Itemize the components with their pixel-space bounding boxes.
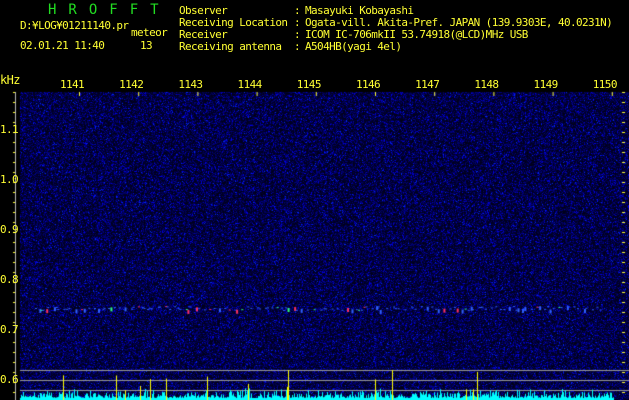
y-tick-label: 0.6 (0, 373, 19, 386)
antenna-label: Receiving antenna (179, 40, 282, 53)
app-title: HROFFT (48, 2, 171, 18)
y-tick-label: 0.9 (0, 223, 19, 236)
colon: : (294, 4, 301, 17)
colon: : (294, 16, 301, 29)
y-tick-label: 0.8 (0, 273, 19, 286)
x-tick-label: 1149 (533, 78, 559, 91)
y-tick-label: 0.7 (0, 323, 19, 336)
y-tick-label: 1.1 (0, 123, 19, 136)
x-tick-label: 1145 (296, 78, 322, 91)
file-path: D:¥LOG¥01211140.pr (20, 19, 129, 32)
x-tick-label: 1141 (59, 78, 85, 91)
observer-value: Masayuki Kobayashi (305, 4, 414, 17)
x-tick-label: 1146 (355, 78, 381, 91)
mode-label: meteor (131, 26, 168, 39)
colon: : (294, 28, 301, 41)
x-tick-label: 1142 (119, 78, 144, 91)
x-tick-label: 1147 (415, 78, 440, 91)
datetime: 02.01.21 11:40 (20, 39, 105, 52)
location-value: Ogata-vill. Akita-Pref. JAPAN (139.9303E… (305, 16, 613, 29)
x-tick-label: 1148 (474, 78, 499, 91)
antenna-value: A504HB(yagi 4el) (305, 40, 402, 53)
x-tick-label: 1144 (237, 78, 263, 91)
colon: : (294, 40, 301, 53)
x-tick-label: 1150 (592, 78, 618, 91)
meteor-count: 13 (140, 39, 153, 52)
location-label: Receiving Location (179, 16, 288, 29)
y-tick-label: 1.0 (0, 173, 19, 186)
unit-label: kHz (0, 73, 20, 87)
x-tick-label: 1143 (178, 78, 203, 91)
observer-label: Observer (179, 4, 228, 17)
receiver-label: Receiver (179, 28, 228, 41)
receiver-value: ICOM IC-706mkII 53.74918(@LCD)MHz USB (305, 28, 528, 41)
